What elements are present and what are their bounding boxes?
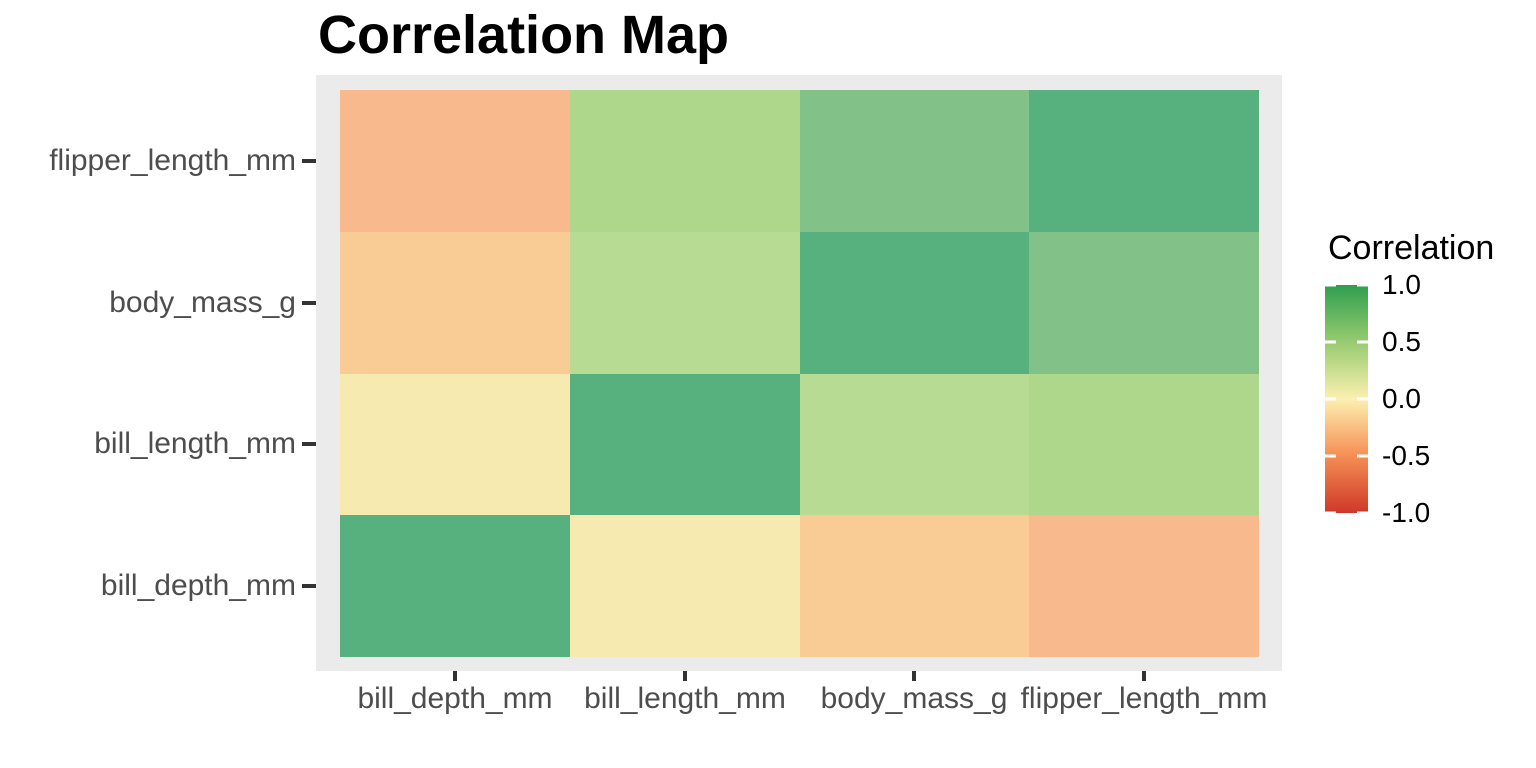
heatmap-cell-bill_depth_mm-body_mass_g	[799, 515, 1030, 657]
heatmap-grid	[340, 90, 1259, 657]
legend-tick-label: 1.0	[1382, 269, 1421, 300]
x-axis-label: bill_length_mm	[584, 682, 786, 715]
legend-tick-label: -1.0	[1382, 497, 1431, 528]
legend-title: Correlation	[1328, 229, 1495, 267]
x-axis-label: flipper_length_mm	[1020, 682, 1268, 715]
y-axis-label: flipper_length_mm	[49, 144, 296, 177]
legend-tick	[1325, 283, 1336, 287]
legend-tick-label: -0.5	[1382, 440, 1431, 471]
heatmap-cell-body_mass_g-body_mass_g	[799, 231, 1030, 374]
heatmap-cell-body_mass_g-bill_length_mm	[569, 231, 800, 374]
legend-tick	[1357, 454, 1368, 458]
legend-tick	[1357, 340, 1368, 344]
x-axis-label: bill_depth_mm	[357, 682, 553, 715]
plot-title: Correlation Map	[318, 5, 730, 65]
heatmap-cell-bill_length_mm-body_mass_g	[799, 373, 1030, 516]
x-axis-label: body_mass_g	[820, 682, 1008, 715]
x-axis-tick	[1142, 671, 1146, 681]
legend-tick	[1357, 283, 1368, 287]
heatmap-cell-bill_depth_mm-bill_depth_mm	[340, 515, 570, 657]
heatmap-cell-bill_length_mm-bill_length_mm	[569, 373, 800, 516]
y-axis-tick	[302, 159, 316, 163]
heatmap-cell-flipper_length_mm-bill_length_mm	[569, 90, 800, 232]
heatmap-cell-flipper_length_mm-flipper_length_mm	[1029, 90, 1259, 232]
heatmap-cell-bill_length_mm-flipper_length_mm	[1029, 373, 1259, 516]
legend-tick	[1325, 511, 1336, 515]
legend-tick-label: 0.5	[1382, 326, 1421, 357]
y-axis-label: body_mass_g	[109, 286, 296, 319]
y-axis-tick	[302, 301, 316, 305]
y-axis-label: bill_length_mm	[94, 427, 296, 460]
x-axis-tick	[912, 671, 916, 681]
legend-tick-label: 0.0	[1382, 383, 1421, 414]
legend-tick	[1325, 397, 1336, 401]
legend-tick	[1357, 511, 1368, 515]
heatmap-cell-bill_depth_mm-bill_length_mm	[569, 515, 800, 657]
legend-tick	[1325, 454, 1336, 458]
x-axis-tick	[453, 671, 457, 681]
heatmap-cell-body_mass_g-flipper_length_mm	[1029, 231, 1259, 374]
y-axis-tick	[302, 584, 316, 588]
legend-tick	[1357, 397, 1368, 401]
y-axis-label: bill_depth_mm	[100, 569, 296, 602]
heatmap-cell-flipper_length_mm-body_mass_g	[799, 90, 1030, 232]
x-axis-tick	[683, 671, 687, 681]
heatmap-cell-bill_length_mm-bill_depth_mm	[340, 373, 570, 516]
heatmap-cell-body_mass_g-bill_depth_mm	[340, 231, 570, 374]
heatmap-cell-bill_depth_mm-flipper_length_mm	[1029, 515, 1259, 657]
heatmap-cell-flipper_length_mm-bill_depth_mm	[340, 90, 570, 232]
y-axis-tick	[302, 442, 316, 446]
legend-tick	[1325, 340, 1336, 344]
